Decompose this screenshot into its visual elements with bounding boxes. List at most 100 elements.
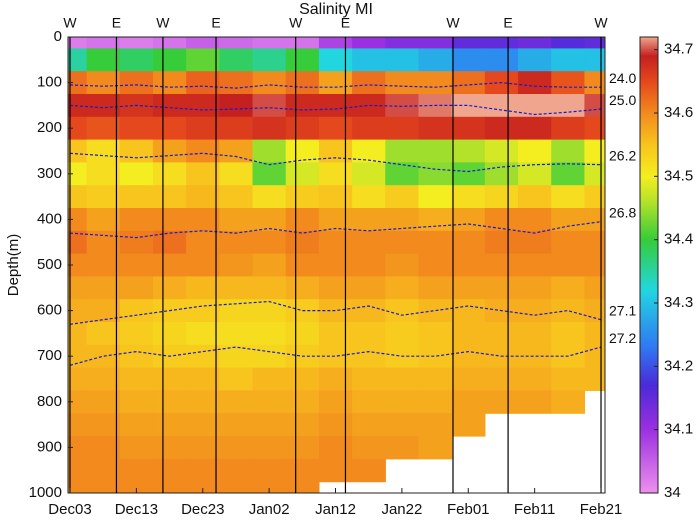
- heat-cell: [68, 458, 88, 483]
- heat-cell: [518, 37, 552, 49]
- x-tick-label: Jan22: [381, 501, 422, 518]
- heat-cell: [186, 139, 220, 163]
- heat-cell: [518, 116, 552, 141]
- heat-cell: [119, 116, 154, 141]
- heat-cell: [252, 344, 287, 369]
- heat-cell: [451, 185, 486, 209]
- heat-cell: [219, 436, 254, 460]
- isopycnal-line: [69, 104, 602, 116]
- colorbar-tick-label: 34.7: [664, 41, 693, 58]
- heat-cell: [385, 253, 420, 277]
- y-tick-label: 600: [37, 302, 62, 319]
- heat-cell: [219, 208, 254, 232]
- heat-cell: [352, 344, 386, 369]
- heat-cell: [152, 276, 187, 300]
- x-tick-label: Feb01: [447, 501, 490, 518]
- heat-cell: [352, 367, 386, 391]
- isopycnal-label: 27.2: [609, 330, 636, 346]
- heat-cell: [119, 185, 154, 209]
- heat-cell: [385, 299, 420, 323]
- heat-cell: [86, 344, 121, 369]
- heat-cell: [318, 185, 353, 209]
- heat-cell: [252, 276, 287, 300]
- heat-cell: [318, 413, 353, 437]
- heat-cell: [252, 162, 287, 186]
- colorbar-tick-label: 34.5: [664, 167, 693, 184]
- heat-cell: [451, 48, 486, 72]
- pass-label: W: [156, 15, 170, 31]
- heat-cell: [186, 253, 220, 277]
- heat-cell: [385, 37, 420, 49]
- heat-cell: [252, 37, 287, 49]
- heat-cell: [584, 253, 605, 277]
- heat-cell: [68, 230, 88, 255]
- heat-cell: [318, 94, 353, 118]
- heat-cell: [451, 139, 486, 163]
- heat-cell: [285, 48, 320, 72]
- heat-cell: [551, 322, 586, 346]
- heat-cell: [418, 276, 453, 300]
- isopycnal-label: 26.8: [609, 204, 636, 220]
- heat-cell: [318, 253, 353, 277]
- heat-cell: [584, 367, 605, 391]
- heat-cell: [318, 71, 353, 95]
- heat-cell: [252, 139, 287, 163]
- heat-cell: [418, 139, 453, 163]
- heat-cell: [68, 390, 88, 414]
- heat-cell: [484, 208, 519, 232]
- heat-cell: [352, 253, 386, 277]
- heat-cell: [518, 299, 552, 323]
- heat-cell: [551, 276, 586, 300]
- heat-cell: [86, 139, 121, 163]
- heat-cell: [352, 48, 386, 72]
- x-tick-label: Dec13: [115, 501, 158, 518]
- heat-cell: [584, 94, 605, 118]
- heat-cell: [186, 94, 220, 118]
- heat-cell: [68, 276, 88, 300]
- heat-cell: [86, 37, 121, 49]
- heat-cell: [119, 162, 154, 186]
- heat-cell: [551, 299, 586, 323]
- heat-cell: [252, 48, 287, 72]
- heat-cell: [484, 139, 519, 163]
- heat-cell: [186, 367, 220, 391]
- heat-cell: [86, 299, 121, 323]
- heat-cell: [352, 322, 386, 346]
- heat-cell: [119, 253, 154, 277]
- heat-cell: [318, 344, 353, 369]
- heat-cell: [385, 322, 420, 346]
- heat-cell: [119, 390, 154, 414]
- pass-label: W: [289, 15, 303, 31]
- heat-cell: [152, 230, 187, 255]
- heat-cell: [584, 208, 605, 232]
- heat-cell: [385, 230, 420, 255]
- isopycnal-line: [69, 221, 602, 239]
- y-tick-label: 300: [37, 165, 62, 182]
- plot-area: [68, 37, 605, 493]
- heat-cell: [219, 299, 254, 323]
- heat-cell: [68, 162, 88, 186]
- heat-cell: [252, 367, 287, 391]
- heat-cell: [285, 230, 320, 255]
- heat-cell: [186, 436, 220, 460]
- heat-cell: [484, 367, 519, 391]
- isopycnal-line: [69, 300, 602, 325]
- heat-cell: [352, 139, 386, 163]
- colorbar-tick-label: 34.3: [664, 294, 693, 311]
- heat-cell: [86, 253, 121, 277]
- heat-cell: [68, 71, 88, 95]
- heat-cell: [518, 162, 552, 186]
- heat-cell: [451, 276, 486, 300]
- heat-cell: [385, 139, 420, 163]
- heat-cell: [518, 390, 552, 414]
- heat-cell: [352, 37, 386, 49]
- heat-cell: [285, 253, 320, 277]
- pass-label: W: [63, 15, 77, 31]
- heat-cell: [584, 162, 605, 186]
- heat-cell: [551, 37, 586, 49]
- heat-cell: [551, 94, 586, 118]
- heat-cell: [352, 299, 386, 323]
- heat-cell: [418, 116, 453, 141]
- heat-cell: [451, 413, 486, 437]
- heat-cell: [352, 413, 386, 437]
